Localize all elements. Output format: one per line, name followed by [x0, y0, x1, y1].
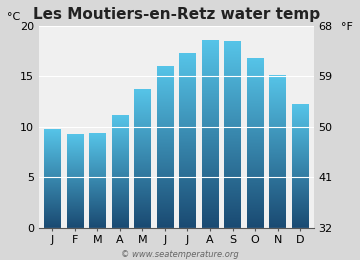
Y-axis label: °C: °C	[7, 12, 21, 22]
Y-axis label: °F: °F	[341, 22, 352, 32]
Title: Les Moutiers-en-Retz water temp: Les Moutiers-en-Retz water temp	[33, 7, 320, 22]
Text: © www.seatemperature.org: © www.seatemperature.org	[121, 250, 239, 259]
